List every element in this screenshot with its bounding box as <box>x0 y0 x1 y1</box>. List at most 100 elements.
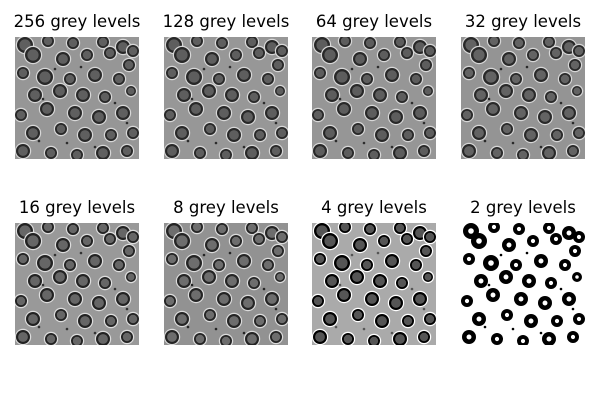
cell <box>400 313 416 329</box>
cell <box>270 243 286 259</box>
speck <box>242 145 246 149</box>
cell <box>562 226 576 240</box>
cell <box>489 145 505 159</box>
cell <box>411 104 429 122</box>
cell <box>239 294 257 312</box>
cell <box>24 310 42 328</box>
speck <box>242 331 246 335</box>
speck <box>41 97 45 101</box>
cell <box>214 37 230 51</box>
cell <box>125 43 139 59</box>
cell <box>40 223 56 235</box>
cell <box>488 223 500 233</box>
cell <box>461 65 477 81</box>
cell <box>394 275 410 291</box>
blood-cells-image <box>461 37 585 159</box>
cell <box>522 126 540 144</box>
cell <box>119 329 135 345</box>
cell <box>114 104 132 122</box>
cell <box>164 65 180 81</box>
speck <box>539 145 543 149</box>
cell <box>24 124 42 142</box>
cell <box>43 331 59 345</box>
cell <box>69 333 85 345</box>
cell <box>23 231 43 251</box>
cell <box>515 147 531 159</box>
cell <box>312 293 326 309</box>
cell <box>90 108 108 126</box>
cell <box>244 223 260 236</box>
cell <box>541 37 557 50</box>
cell <box>192 145 208 159</box>
cell <box>484 100 502 118</box>
cell <box>501 309 513 321</box>
cell <box>173 124 191 142</box>
cell <box>565 143 581 159</box>
cell <box>321 124 339 142</box>
cell <box>54 236 72 254</box>
cell <box>79 47 95 63</box>
cell <box>416 143 432 159</box>
cell <box>560 104 578 122</box>
cell <box>62 71 78 87</box>
cell <box>481 67 501 87</box>
cell <box>394 89 410 105</box>
cell <box>15 107 29 123</box>
cell <box>235 66 253 84</box>
cell <box>416 329 432 345</box>
cell <box>373 312 391 330</box>
cell <box>312 328 329 345</box>
cell <box>387 108 405 126</box>
cell <box>422 43 436 59</box>
cell <box>172 231 192 251</box>
cell <box>491 333 503 345</box>
cell <box>502 238 516 252</box>
speck <box>571 307 575 311</box>
cell <box>335 286 353 304</box>
cell <box>418 243 434 259</box>
cell <box>54 50 72 68</box>
speck <box>79 251 83 255</box>
cell <box>268 329 284 345</box>
cell <box>399 231 415 247</box>
cell <box>15 328 32 345</box>
cell <box>362 223 378 237</box>
cell <box>400 127 416 143</box>
cell <box>525 47 541 63</box>
cell <box>102 231 118 247</box>
cell <box>348 82 366 100</box>
speck <box>262 287 266 291</box>
cell <box>499 270 513 284</box>
cell <box>65 223 81 237</box>
cell <box>187 286 205 304</box>
cell <box>274 229 288 245</box>
cell <box>200 268 218 286</box>
cell <box>62 257 78 273</box>
cell <box>274 125 288 141</box>
blood-cells-image <box>164 37 288 159</box>
cell <box>243 330 261 345</box>
cell <box>312 142 329 159</box>
cell <box>218 147 234 159</box>
cell <box>472 312 486 326</box>
cell <box>337 37 353 49</box>
cell <box>43 145 59 159</box>
speck <box>511 327 515 331</box>
cell <box>527 235 539 247</box>
cell <box>53 307 69 323</box>
cell <box>246 89 262 105</box>
cell <box>351 236 369 254</box>
cell <box>252 127 268 143</box>
cell <box>383 252 401 270</box>
cell <box>312 65 328 81</box>
cell <box>164 293 178 309</box>
cell <box>422 229 436 245</box>
cell <box>192 331 208 345</box>
cell <box>111 71 127 87</box>
speck <box>125 307 129 311</box>
cell <box>399 45 415 61</box>
cell <box>111 257 127 273</box>
speck <box>376 65 380 69</box>
cell <box>391 330 409 345</box>
speck <box>214 141 218 145</box>
